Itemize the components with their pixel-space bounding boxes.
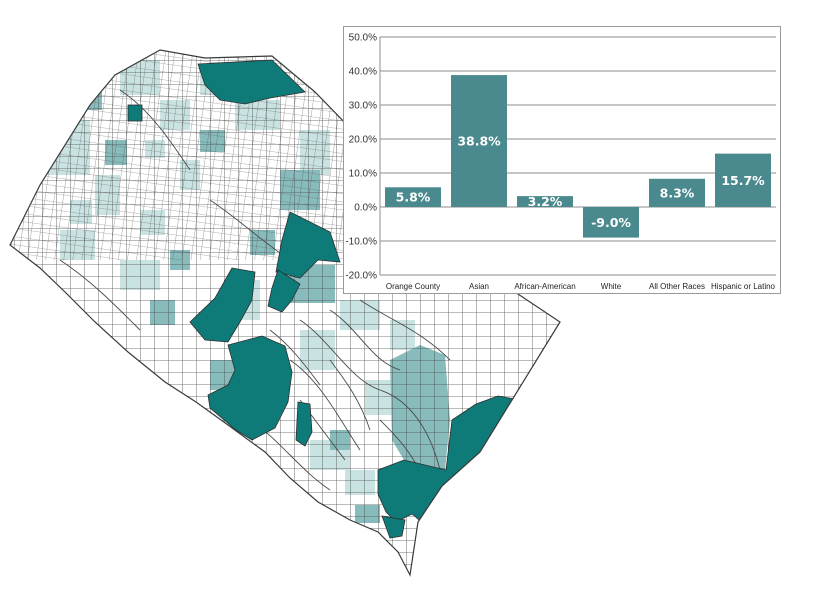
y-tick-label: -10.0% [345, 237, 377, 248]
x-tick-label: Asian [469, 282, 489, 291]
y-tick-label: 0.0% [354, 203, 377, 214]
data-label: 8.3% [660, 185, 695, 200]
data-label: -9.0% [591, 215, 631, 230]
bar [583, 207, 639, 238]
data-label: 38.8% [457, 134, 501, 149]
bar [715, 153, 771, 207]
data-label: 3.2% [528, 194, 563, 209]
bar [385, 187, 441, 207]
x-tick-label: All Other Races [649, 282, 705, 291]
x-tick-label: White [601, 282, 622, 291]
bar [649, 178, 705, 207]
bar-chart: 50.0% 40.0% 30.0% 20.0% 10.0% 0.0% -10.0% -20.0… [345, 33, 776, 291]
y-tick-label: 30.0% [349, 101, 377, 112]
data-label: 5.8% [396, 190, 431, 205]
x-tick-label: Hispanic or Latino [711, 282, 776, 291]
bar-chart-panel: 50.0% 40.0% 30.0% 20.0% 10.0% 0.0% -10.0% -20.0… [343, 26, 781, 294]
y-tick-label: 20.0% [349, 135, 377, 146]
bar [517, 196, 573, 207]
y-tick-label: 40.0% [349, 67, 377, 78]
data-label: 15.7% [721, 173, 765, 188]
bar [451, 75, 507, 207]
y-tick-label: 10.0% [349, 169, 377, 180]
county-outline [9, 49, 561, 577]
y-tick-label: -20.0% [345, 271, 377, 282]
y-tick-label: 50.0% [349, 33, 377, 44]
x-tick-label: Orange County [386, 282, 440, 291]
x-tick-label: African-American [514, 282, 575, 291]
